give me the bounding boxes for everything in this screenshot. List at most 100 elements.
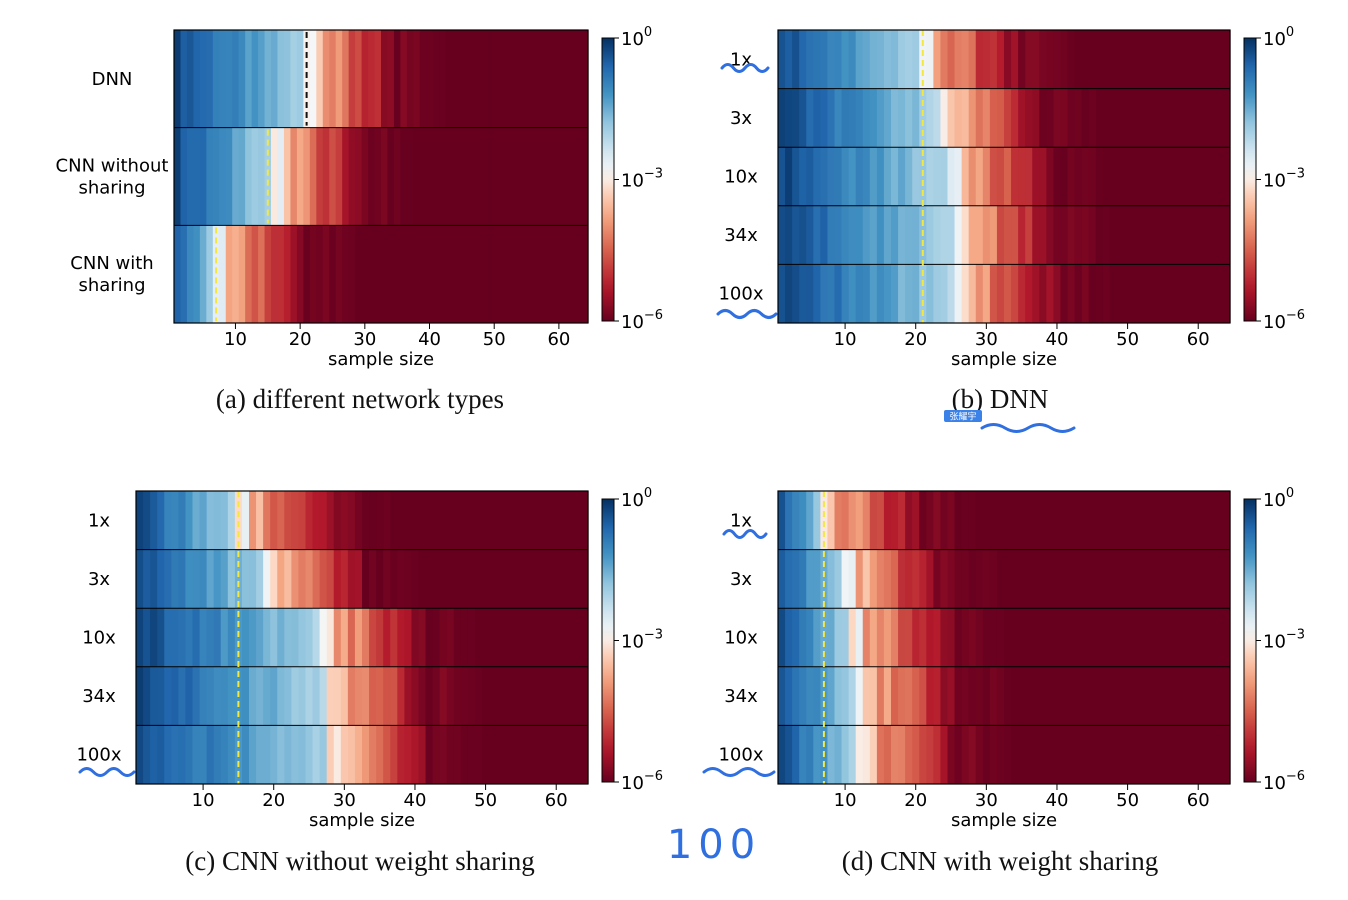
heatmap-cell [912, 491, 920, 550]
heatmap-cell [326, 725, 335, 784]
heatmap-cell [418, 725, 427, 784]
heatmap-cell [855, 666, 864, 726]
heatmap-cell [251, 30, 259, 128]
heatmap-cell [1053, 549, 1062, 609]
name-tag-badge [944, 410, 982, 422]
heatmap-cell [368, 225, 376, 323]
heatmap-cell [926, 725, 934, 784]
heatmap-cell [799, 725, 807, 784]
heatmap-cell [291, 491, 300, 550]
heatmap-cell [206, 725, 215, 784]
heatmap-cell [369, 549, 377, 609]
heatmap-cell [1194, 264, 1203, 323]
heatmap-cell [573, 725, 582, 784]
heatmap-cell [383, 608, 391, 667]
heatmap-cell [912, 725, 920, 784]
heatmap-cell [905, 666, 913, 726]
heatmap-cell [926, 608, 934, 667]
heatmap-cell [1081, 205, 1090, 265]
heatmap-cell [1208, 147, 1217, 206]
heatmap-cell [390, 608, 398, 667]
heatmap-cell [1060, 608, 1069, 667]
heatmap-cell [1102, 666, 1111, 726]
heatmap-cell [806, 205, 814, 265]
heatmap-cell [220, 666, 229, 726]
heatmap-cell [1159, 264, 1168, 323]
heatmap-cell [458, 30, 466, 128]
heatmap-cell [157, 725, 165, 784]
heatmap-cell [178, 725, 187, 784]
heatmap-cell [340, 725, 349, 784]
heatmap-cell [912, 30, 920, 89]
heatmap-cell [1145, 491, 1153, 550]
heatmap-cell [400, 127, 408, 226]
heatmap-cell [531, 608, 540, 667]
heatmap-cell [975, 666, 984, 726]
heatmap-cell [1025, 264, 1033, 323]
heatmap-cell [1004, 725, 1012, 784]
row-label: 10x [724, 628, 758, 649]
heatmap-cell [827, 608, 836, 667]
heatmap-cell [933, 491, 942, 550]
heatmap-cell [347, 725, 356, 784]
heatmap-cell [1025, 491, 1033, 550]
heatmap-cell [919, 30, 927, 89]
colorbar-tick-exponent: −6 [1286, 308, 1305, 323]
heatmap-cell [390, 549, 398, 609]
colorbar-tick-exponent: −6 [644, 308, 663, 323]
heatmap-cell [503, 549, 511, 609]
heatmap-cell [291, 725, 300, 784]
heatmap-cell [926, 666, 934, 726]
heatmap-cell [1131, 491, 1139, 550]
heatmap-cell [1074, 264, 1083, 323]
heatmap-cell [1131, 147, 1139, 206]
heatmap-cell [1025, 147, 1033, 206]
heatmap-cell [785, 30, 793, 89]
heatmap-cell [1081, 491, 1090, 550]
heatmap-cell [319, 608, 328, 667]
heatmap-cell [290, 225, 298, 323]
colorbar-tick-label: 100 [1263, 486, 1294, 511]
heatmap-cell [1145, 88, 1153, 148]
heatmap-row [778, 30, 1231, 89]
heatmap-cell [968, 491, 977, 550]
heatmap-cell [1187, 147, 1196, 206]
heatmap-cell [778, 608, 786, 667]
heatmap-cell [460, 666, 469, 726]
heatmap-cell [552, 491, 561, 550]
heatmap-cell [241, 608, 250, 667]
heatmap-cell [303, 127, 311, 226]
x-tick-label: 60 [1187, 790, 1210, 811]
heatmap-cell [883, 147, 892, 206]
heatmap-cell [199, 225, 207, 323]
heatmap-cell [933, 725, 942, 784]
heatmap-cell [1138, 30, 1146, 89]
heatmap-cell [446, 666, 455, 726]
heatmap-cell [178, 549, 187, 609]
heatmap-cell [523, 30, 531, 128]
heatmap-cell [813, 147, 821, 206]
heatmap-cell [400, 225, 408, 323]
heatmap-cell [912, 88, 920, 148]
heatmap-cell [277, 608, 285, 667]
heatmap-cell [220, 725, 229, 784]
heatmap-cell [185, 666, 194, 726]
heatmap-cell [947, 666, 956, 726]
heatmap-cell [1109, 666, 1118, 726]
heatmap-cell [891, 725, 899, 784]
heatmap-cell [524, 666, 533, 726]
heatmap-cell [912, 205, 920, 265]
heatmap-cell [827, 205, 836, 265]
heatmap-cell [465, 127, 473, 226]
heatmap-cell [465, 30, 473, 128]
heatmap-cell [234, 491, 243, 550]
heatmap-cell [778, 491, 786, 550]
ink-underline [722, 529, 768, 539]
heatmap-cell [1208, 30, 1217, 89]
x-tick-label: 20 [904, 329, 927, 350]
heatmap-cell [989, 205, 998, 265]
heatmap-cell [792, 147, 800, 206]
heatmap-cell [1180, 264, 1189, 323]
heatmap-cell [542, 225, 550, 323]
heatmap-cell [489, 549, 497, 609]
